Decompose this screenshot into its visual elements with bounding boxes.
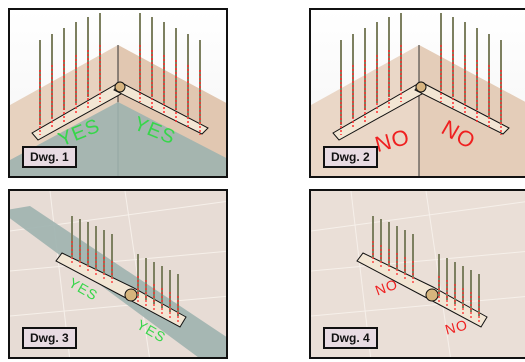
- drawing-panel-4: NO NO Dwg. 4: [309, 189, 525, 359]
- drawing-label: Dwg. 1: [22, 146, 77, 168]
- drawing-panel-2: NO NO Dwg. 2: [309, 8, 525, 178]
- drawing-label: Dwg. 3: [22, 327, 77, 349]
- roof-illustration-2: [311, 10, 525, 176]
- drawing-label: Dwg. 2: [323, 146, 378, 168]
- drawing-label: Dwg. 4: [323, 327, 378, 349]
- roof-illustration-4: [311, 191, 525, 357]
- roof-illustration-1: [10, 10, 226, 176]
- drawing-panel-1: YES YES Dwg. 1: [8, 8, 228, 178]
- drawing-panel-3: YES YES Dwg. 3: [8, 189, 228, 359]
